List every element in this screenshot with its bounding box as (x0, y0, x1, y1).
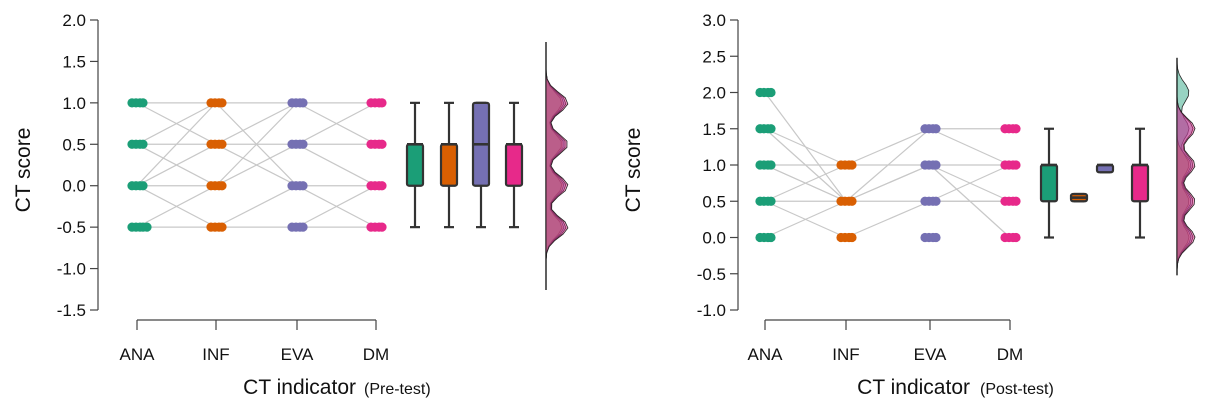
post-test-point-eva (931, 124, 941, 134)
pre-test-y-tick-label: 1.5 (62, 52, 86, 71)
post-test-point-ana (766, 87, 776, 98)
post-test-chart-panel: CT score CT indicator (Post-test) -1.0 -0… (610, 0, 1207, 404)
post-test-y-tick-label: 1.5 (702, 120, 726, 139)
pre-test-connect-line (296, 102, 377, 145)
pre-test-connect-line (136, 102, 217, 187)
pre-test-connect-line (215, 143, 298, 187)
pre-test-box-ana (405, 143, 425, 187)
post-test-connect-line (929, 128, 1011, 166)
post-test-chart: CT score CT indicator (Post-test) -1.0 -0… (622, 11, 1196, 399)
pre-test-y-tick-label: -1.0 (57, 260, 86, 279)
pre-test-point-eva (298, 139, 308, 149)
post-test-y-tick-label: 0.5 (702, 192, 726, 211)
pre-test-chart-panel: CT score CT indicator (Pre-test) -1.5 -1.… (0, 0, 600, 404)
pre-test-point-inf (217, 139, 227, 149)
post-test-y-axis-title: CT score (622, 128, 645, 213)
pre-test-y-tick-label: 1.0 (62, 94, 86, 113)
pre-test-point-ana (138, 139, 148, 149)
post-test-point-inf (847, 232, 857, 243)
pre-test-connect-line (136, 185, 217, 228)
pre-test-point-eva (298, 181, 308, 191)
pre-test-point-dm (377, 139, 387, 149)
post-test-cloud-ana (1176, 57, 1190, 276)
post-test-y-tick-label: -1.0 (697, 301, 726, 320)
pre-test-x-axis-suffix: (Pre-test) (364, 381, 431, 398)
pre-test-connect-line (296, 143, 377, 187)
post-test-box-dm (1130, 163, 1150, 203)
pre-test-connect-line (215, 185, 298, 228)
post-test-point-ana (766, 232, 776, 243)
post-test-connect-line (845, 128, 931, 166)
pre-test-point-dm (377, 222, 387, 232)
post-test-y-tick-label: 1.0 (702, 156, 726, 175)
pre-test-connect-line (136, 102, 217, 145)
post-test-point-inf (847, 196, 857, 206)
post-test-x-tick-label-ana: ANA (748, 345, 784, 364)
post-test-point-dm (1011, 160, 1021, 170)
post-test-x-tick-label-inf: INF (832, 345, 859, 364)
post-test-point-dm (1011, 124, 1021, 134)
pre-test-y-tick-label: 2.0 (62, 11, 86, 30)
post-test-connect-line (764, 164, 847, 202)
pre-test-connect-line (215, 102, 298, 187)
post-test-box-ana (1039, 163, 1059, 203)
pre-test-y-tick-label: -0.5 (57, 218, 86, 237)
pre-test-point-ana (142, 222, 152, 232)
pre-test-x-tick-label-dm: DM (363, 345, 389, 364)
post-test-point-eva (931, 196, 941, 206)
pre-test-point-dm (377, 181, 387, 191)
pre-test-x-axis-title: CT indicator (243, 376, 356, 399)
post-test-x-axis-title: CT indicator (857, 376, 970, 399)
pre-test-point-dm (377, 98, 387, 108)
post-test-connect-line (764, 200, 847, 239)
post-test-point-eva (931, 160, 941, 170)
post-test-connect-line (764, 128, 847, 166)
pre-test-x-tick-label-inf: INF (202, 345, 229, 364)
pre-test-x-tick-label-ana: ANA (120, 345, 156, 364)
pre-test-chart: CT score CT indicator (Pre-test) -1.5 -1.… (12, 11, 569, 399)
pre-test-point-eva (298, 98, 308, 108)
pre-test-point-eva (298, 222, 308, 232)
post-test-x-tick-label-eva: EVA (914, 345, 947, 364)
post-test-x-tick-label-dm: DM (997, 345, 1023, 364)
pre-test-y-axis-title: CT score (12, 128, 35, 213)
post-test-point-inf (847, 160, 857, 170)
post-test-cloud-dm (1176, 58, 1196, 276)
pre-test-point-inf (217, 222, 227, 232)
post-test-y-tick-label: 0.0 (702, 229, 726, 248)
pre-test-connect-line (215, 102, 298, 145)
post-test-point-eva (931, 232, 941, 243)
post-test-point-dm (1011, 196, 1021, 206)
pre-test-point-ana (138, 98, 148, 108)
pre-test-box-inf (439, 143, 459, 187)
pre-test-y-tick-label: 0.0 (62, 177, 86, 196)
post-test-connect-line (929, 164, 1011, 202)
pre-test-box-dm (504, 143, 524, 187)
pre-test-y-tick-label: 0.5 (62, 135, 86, 154)
pre-test-point-inf (217, 98, 227, 108)
pre-test-x-tick-label-eva: EVA (281, 345, 314, 364)
pre-test-y-tick-label: -1.5 (57, 301, 86, 320)
pre-test-point-ana (138, 181, 148, 191)
post-test-point-ana (766, 160, 776, 170)
post-test-x-axis-suffix: (Post-test) (980, 381, 1054, 398)
pre-test-point-inf (217, 181, 227, 191)
post-test-y-tick-label: 2.5 (702, 47, 726, 66)
post-test-connect-line (845, 164, 931, 202)
post-test-y-tick-label: -0.5 (697, 265, 726, 284)
post-test-connect-line (845, 200, 931, 239)
post-test-point-ana (766, 196, 776, 206)
post-test-y-tick-label: 2.0 (702, 84, 726, 103)
post-test-point-ana (766, 124, 776, 134)
pre-test-cloud-dm (545, 42, 569, 290)
post-test-y-tick-label: 3.0 (702, 11, 726, 30)
post-test-point-dm (1011, 232, 1021, 243)
pre-test-connect-line (296, 185, 377, 228)
pre-test-connect-line (136, 143, 217, 187)
post-test-connect-line (845, 128, 931, 202)
